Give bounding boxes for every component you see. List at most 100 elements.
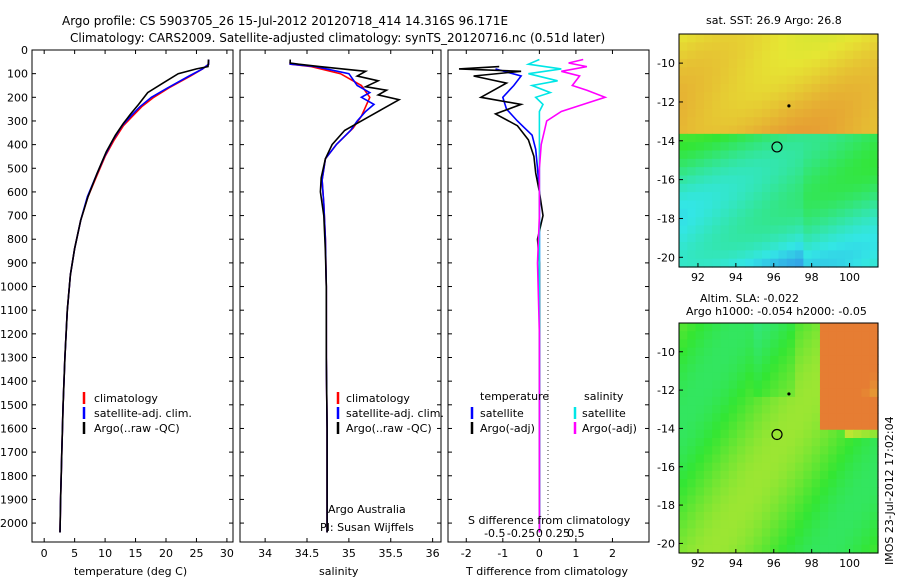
heatmap-cell <box>737 454 746 464</box>
heatmap-cell <box>703 200 713 210</box>
heatmap-cell <box>803 405 813 414</box>
heatmap-cell <box>753 511 763 521</box>
heatmap-cell <box>803 454 813 464</box>
heatmap-cell <box>778 117 788 127</box>
heatmap-cell <box>819 258 829 268</box>
heatmap-cell <box>803 175 813 185</box>
heatmap-cell <box>695 67 705 77</box>
heatmap-cell <box>720 208 730 218</box>
heatmap-cell <box>712 50 722 60</box>
x-tick-label: 34.5 <box>295 547 320 560</box>
heatmap-cell <box>753 413 763 423</box>
heatmap-cell <box>795 250 804 260</box>
heatmap-cell <box>753 503 763 513</box>
heatmap-cell <box>803 67 813 77</box>
heatmap-cell <box>761 364 771 373</box>
heatmap-cell <box>761 183 771 193</box>
heatmap-cell <box>828 125 838 135</box>
heatmap-cell <box>770 511 780 521</box>
heatmap-cell <box>687 42 697 52</box>
heatmap-cell <box>712 536 722 546</box>
heatmap-cell <box>712 339 722 349</box>
heatmap-cell <box>778 125 788 135</box>
heatmap-cell <box>728 67 738 77</box>
heatmap-cell <box>803 323 813 332</box>
heatmap-cell <box>853 225 863 235</box>
heatmap-cell <box>737 58 746 68</box>
heatmap-cell <box>836 520 846 529</box>
heatmap-cell <box>811 479 821 488</box>
heatmap-cell <box>728 413 738 423</box>
sst-map-frame <box>678 33 879 268</box>
heatmap-cell <box>828 92 838 102</box>
heatmap-cell <box>753 258 763 268</box>
heatmap-cell <box>828 34 838 43</box>
heatmap-cell <box>703 413 713 423</box>
heatmap-cell <box>770 438 780 447</box>
heatmap-cell <box>861 258 871 268</box>
heatmap-cell <box>778 462 788 472</box>
heatmap-cell <box>869 388 879 398</box>
heatmap-cell <box>712 528 722 538</box>
heatmap-cell <box>687 142 697 152</box>
heatmap-cell <box>819 192 829 202</box>
x-tick-label: 0 <box>536 547 543 560</box>
heatmap-cell <box>728 233 738 243</box>
heatmap-cell <box>737 528 746 538</box>
heatmap-cell <box>745 487 755 497</box>
heatmap-cell <box>861 67 871 77</box>
heatmap-cell <box>720 242 730 251</box>
heatmap-cell <box>819 34 829 43</box>
heatmap-cell <box>803 536 813 546</box>
heatmap-cell <box>778 108 788 118</box>
heatmap-cell <box>844 158 854 168</box>
heatmap-cell <box>803 50 813 60</box>
heatmap-cell <box>836 58 846 68</box>
heatmap-cell <box>853 364 863 373</box>
heatmap-cell <box>844 479 854 488</box>
heatmap-cell <box>828 242 838 251</box>
heatmap-cell <box>761 133 771 143</box>
heatmap-cell <box>811 192 821 202</box>
heatmap-cell <box>853 470 863 480</box>
heatmap-cell <box>728 92 738 102</box>
top-tick-label: 0 <box>536 527 543 540</box>
heatmap-cell <box>819 355 829 365</box>
heatmap-cell <box>745 347 755 357</box>
heatmap-cell <box>703 117 713 127</box>
heatmap-cell <box>778 511 788 521</box>
heatmap-cell <box>770 495 780 505</box>
heatmap-cell <box>679 117 688 127</box>
heatmap-cell <box>737 258 746 268</box>
heatmap-cell <box>679 339 688 349</box>
heatmap-cell <box>803 200 813 210</box>
heatmap-cell <box>695 100 705 110</box>
salinity-legend: climatology satellite-adj. clim. Argo(..… <box>336 392 444 435</box>
heatmap-cell <box>712 233 722 243</box>
heatmap-cell <box>819 405 829 414</box>
heatmap-cell <box>728 133 738 143</box>
heatmap-cell <box>761 347 771 357</box>
heatmap-cell <box>828 100 838 110</box>
heatmap-cell <box>828 175 838 185</box>
heatmap-cell <box>828 405 838 414</box>
heatmap-cell <box>745 323 755 332</box>
heatmap-cell <box>753 421 763 431</box>
heatmap-cell <box>695 520 705 529</box>
heatmap-cell <box>737 34 746 43</box>
heatmap-cell <box>720 217 730 226</box>
heatmap-cell <box>695 544 705 554</box>
heatmap-cell <box>737 175 746 185</box>
heatmap-cell <box>778 142 788 152</box>
heatmap-cell <box>687 421 697 431</box>
heatmap-cell <box>811 364 821 373</box>
heatmap-cell <box>853 503 863 513</box>
heatmap-cell <box>778 372 788 382</box>
heatmap-cell <box>853 83 863 93</box>
heatmap-cell <box>828 528 838 538</box>
y-tick-label: 500 <box>7 162 28 175</box>
heatmap-cell <box>861 536 871 546</box>
heatmap-cell <box>778 495 788 505</box>
heatmap-cell <box>745 479 755 488</box>
heatmap-cell <box>786 225 796 235</box>
